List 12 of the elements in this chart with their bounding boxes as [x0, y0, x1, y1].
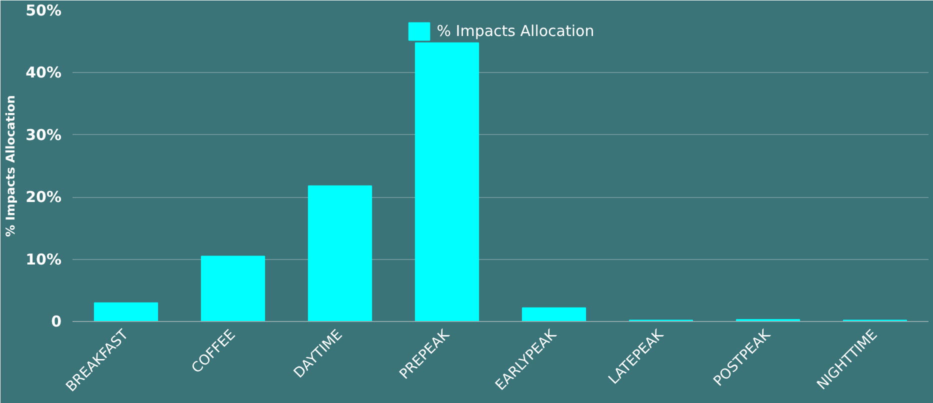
bar [522, 307, 586, 322]
legend-label: % Impacts Allocation [436, 22, 594, 40]
y-tick-label: 0 [51, 312, 62, 330]
y-tick-label: 30% [26, 126, 62, 144]
y-tick-label: 20% [26, 188, 62, 206]
bar [308, 185, 372, 322]
y-tick-label: 40% [26, 64, 62, 82]
y-axis-title: % Impacts Allocation [4, 95, 18, 237]
bar [94, 302, 158, 322]
y-tick-label: 50% [26, 2, 62, 20]
bar [200, 256, 266, 322]
y-tick-label: 10% [26, 250, 62, 268]
